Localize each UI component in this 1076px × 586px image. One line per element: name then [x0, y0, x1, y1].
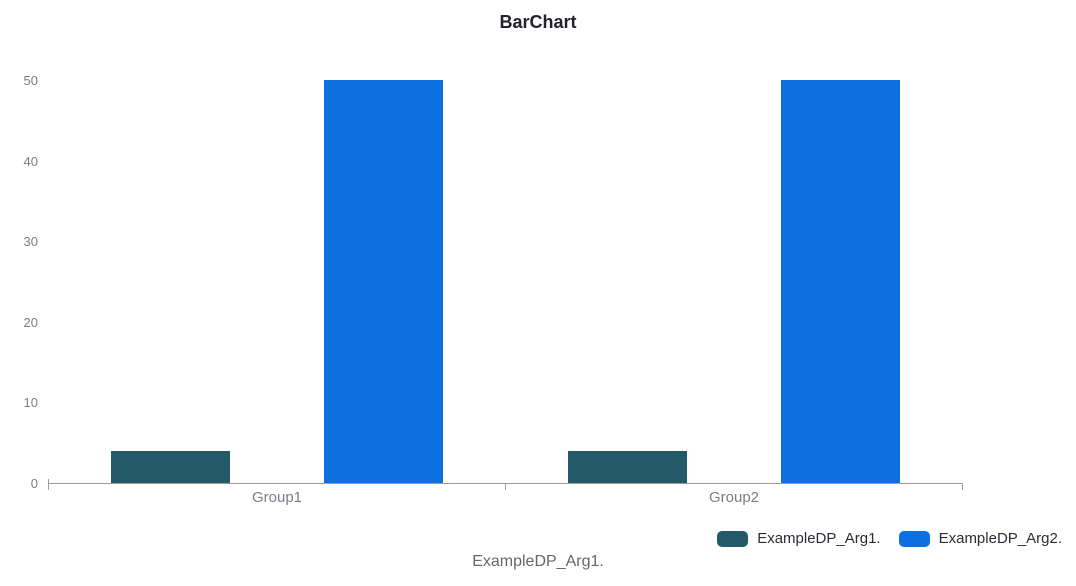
category-label: Group2 [708, 489, 760, 506]
legend-swatch [717, 530, 749, 547]
y-tick-label: 0 [30, 476, 38, 491]
bar-Group1-ExampleDP_Arg2.[interactable] [324, 80, 443, 483]
legend-label: ExampleDP_Arg1. [757, 530, 881, 547]
category-label: Group1 [251, 489, 303, 506]
legend-swatch [898, 530, 930, 547]
x-axis-tick [48, 479, 49, 490]
legend-item[interactable]: ExampleDP_Arg2. [898, 530, 1062, 547]
y-tick-label: 50 [23, 73, 38, 88]
x-axis-tick [962, 483, 963, 490]
legend-item[interactable]: ExampleDP_Arg1. [717, 530, 881, 547]
legend-label: ExampleDP_Arg2. [938, 530, 1062, 547]
chart-title: BarChart [499, 12, 577, 32]
x-axis-tick [505, 483, 506, 490]
bar-Group2-ExampleDP_Arg2.[interactable] [781, 80, 900, 483]
bar-Group2-ExampleDP_Arg1.[interactable] [568, 451, 687, 483]
x-axis-caption: ExampleDP_Arg1. [472, 553, 604, 570]
y-tick-label: 40 [23, 154, 38, 169]
legend: ExampleDP_Arg1. ExampleDP_Arg2. [717, 530, 1062, 547]
y-tick-label: 10 [23, 395, 38, 410]
y-tick-label: 20 [23, 315, 38, 330]
bar-Group1-ExampleDP_Arg1.[interactable] [111, 451, 230, 483]
y-tick-label: 30 [23, 234, 38, 249]
